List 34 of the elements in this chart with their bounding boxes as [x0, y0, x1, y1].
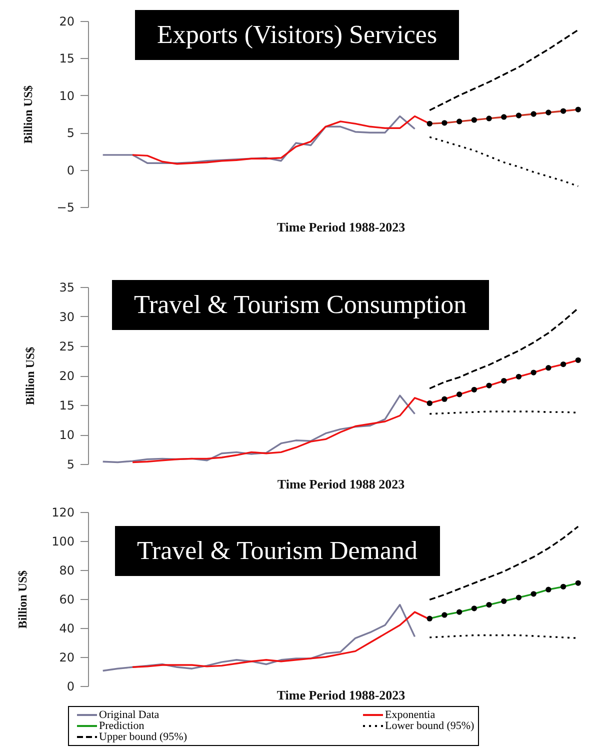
y-tick-label: 60: [59, 592, 74, 606]
y-tick-label: 10: [59, 88, 74, 103]
y-tick-label: 35: [59, 280, 74, 294]
y-tick-label: 120: [52, 506, 74, 520]
y-tick-label: 5: [66, 126, 74, 140]
y-tick-label: 80: [59, 564, 74, 578]
y-tick-label: 40: [59, 622, 74, 636]
x-axis-title: Time Period 1988 2023: [277, 476, 406, 492]
legend-label: Upper bound (95%): [99, 731, 188, 743]
y-tick-label: 30: [59, 310, 74, 324]
y-tick-label: 25: [59, 340, 74, 354]
legend-label: Prediction: [99, 720, 145, 732]
y-tick-label: 0: [66, 163, 74, 178]
chart-title: Exports (Visitors) Services: [135, 10, 460, 60]
y-tick-label: 100: [52, 534, 74, 548]
y-tick-label: 15: [59, 52, 74, 66]
y-axis-title: Billion US$: [16, 570, 30, 629]
chart-title: Travel & Tourism Consumption: [112, 280, 489, 330]
y-axis-title: Billion US$: [20, 85, 35, 144]
y-tick-label: 5: [66, 458, 74, 472]
legend-label: Original Data: [99, 709, 160, 721]
y-tick-label: 20: [59, 14, 74, 28]
y-tick-label: 15: [59, 398, 74, 412]
x-axis-title: Time Period 1988-2023: [276, 688, 406, 702]
y-axis-title: Billion US$: [23, 346, 38, 406]
y-tick-label: 0: [66, 680, 74, 694]
y-tick-label: −5: [56, 200, 74, 214]
legend-label: Lower bound (95%): [385, 720, 475, 732]
text: Travel & Tourism Demand: [115, 526, 440, 576]
y-tick-label: 20: [59, 650, 74, 664]
y-tick-label: 20: [59, 369, 74, 383]
x-axis-title: Time Period 1988-2023: [276, 220, 406, 234]
legend-label: Exponentia: [385, 709, 436, 721]
y-tick-label: 10: [59, 428, 74, 442]
